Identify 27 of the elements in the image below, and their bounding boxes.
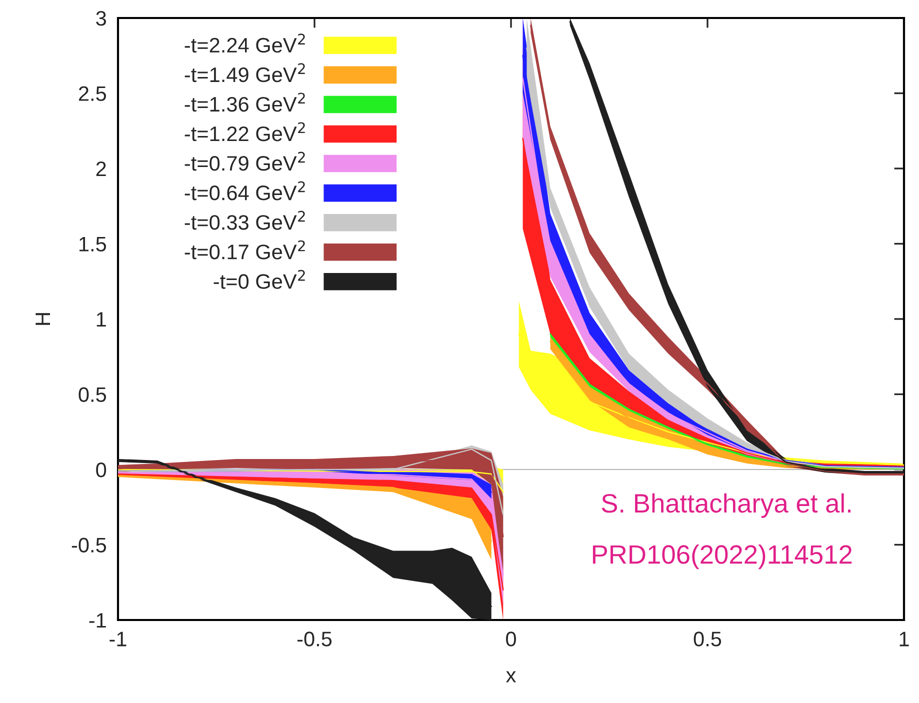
y-tick-label: -1: [89, 613, 106, 628]
x-tick-label: 0.5: [694, 632, 722, 646]
y-tick-label: 0.5: [78, 387, 106, 402]
y-tick-label: 3: [96, 11, 106, 26]
x-tick-label: 1: [900, 632, 909, 646]
legend-label: -t=2.24 GeV$^{2}$: [184, 34, 305, 53]
legend-label: -t=0 GeV$^{2}$: [214, 270, 305, 289]
x-tick-label: -0.5: [297, 632, 332, 646]
y-tick-label: 0: [96, 462, 106, 478]
x-axis-title: x: [506, 671, 516, 682]
legend-label: -t=1.22 GeV$^{2}$: [184, 122, 305, 142]
legend-label: -t=0.79 GeV$^{2}$: [184, 152, 305, 171]
x-tick-label: 0: [506, 632, 516, 646]
y-tick-label: 1.5: [80, 236, 106, 252]
y-tick-label: 1: [96, 312, 106, 327]
y-tick-label: 2: [96, 162, 106, 176]
legend-label: -t=0.17 GeV$^{2}$: [184, 240, 305, 260]
annotation: S. Bhattacharya et al.: [602, 493, 851, 518]
legend-label: -t=1.49 GeV$^{2}$: [184, 63, 305, 82]
y-tick-label: -0.5: [72, 538, 106, 553]
annotation: PRD106(2022)114512: [592, 544, 852, 570]
x-tick-label: -1: [110, 632, 126, 646]
legend-label: -t=0.64 GeV$^{2}$: [184, 181, 305, 200]
y-tick-label: 2.5: [78, 86, 106, 102]
y-axis-title: H: [36, 313, 50, 325]
legend-label: -t=0.33 GeV$^{2}$: [184, 210, 305, 230]
legend-label: -t=1.36 GeV$^{2}$: [184, 92, 305, 112]
